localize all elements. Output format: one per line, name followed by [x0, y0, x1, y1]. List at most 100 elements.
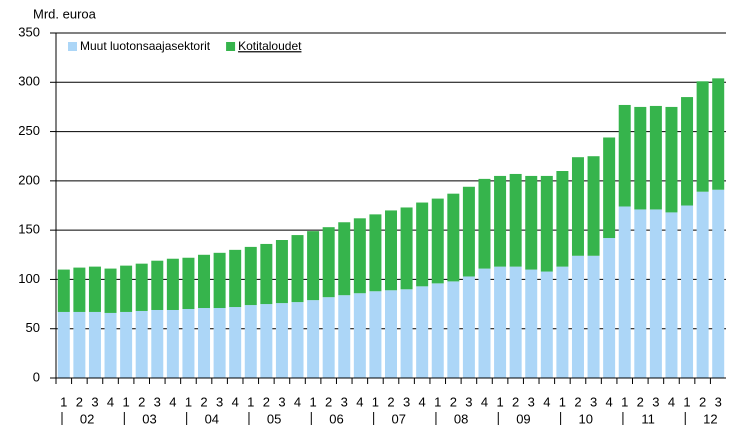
bar-segment	[587, 156, 600, 256]
legend-label: Muut luotonsaajasektorit	[80, 39, 211, 53]
y-tick-label: 200	[18, 172, 40, 187]
x-tick-label: 3	[465, 394, 472, 409]
y-tick-label: 300	[18, 74, 40, 89]
y-tick-label: 150	[18, 222, 40, 237]
x-tick-label: 2	[512, 394, 519, 409]
x-tick-label: 2	[637, 394, 644, 409]
bar-segment	[649, 209, 662, 378]
bar-segment	[587, 255, 600, 378]
x-tick-label: 4	[294, 394, 301, 409]
x-tick-label: 2	[450, 394, 457, 409]
x-tick-label: 1	[60, 394, 67, 409]
bar-segment	[712, 189, 725, 378]
x-tick-label: 4	[169, 394, 176, 409]
bar-segment	[665, 106, 678, 213]
x-tick-label: 1	[496, 394, 503, 409]
bar-segment	[104, 268, 117, 313]
bar-segment	[213, 308, 226, 378]
x-tick-label: 4	[419, 394, 426, 409]
bar-segment	[447, 193, 460, 282]
bar-segment	[431, 198, 444, 284]
bar-segment	[509, 266, 522, 378]
bar-segment	[556, 266, 569, 378]
bar-segment	[120, 265, 133, 312]
bar-segment	[244, 246, 257, 306]
bar-segment	[385, 210, 397, 291]
x-tick-label: 4	[668, 394, 675, 409]
bar-segment	[166, 309, 179, 378]
bar-segment	[400, 207, 413, 290]
x-tick-label: 3	[715, 394, 722, 409]
bar-segment	[603, 137, 616, 239]
year-label: 02	[80, 411, 94, 426]
year-label: 04	[205, 411, 219, 426]
bar-segment	[182, 309, 195, 378]
x-tick-label: 3	[403, 394, 410, 409]
x-tick-label: 1	[683, 394, 690, 409]
bar-segment	[151, 260, 164, 310]
bar-segment	[135, 310, 148, 378]
bar-segment	[634, 106, 647, 210]
bar-segment	[275, 303, 288, 378]
x-tick-label: 1	[247, 394, 254, 409]
bar-segment	[665, 212, 678, 378]
bar-segment	[494, 175, 507, 267]
bar-segment	[73, 311, 86, 378]
bar-segment	[462, 186, 475, 277]
bar-segment	[540, 271, 553, 378]
bar-segment	[696, 191, 709, 378]
bar-segment	[198, 308, 211, 378]
y-tick-label: 250	[18, 123, 40, 138]
bar-segment	[260, 304, 273, 378]
bar-segment	[540, 175, 553, 272]
legend-label: Kotitaloudet	[238, 39, 302, 53]
x-tick-label: 2	[200, 394, 207, 409]
bar-segment	[416, 202, 429, 287]
x-tick-label: 3	[154, 394, 161, 409]
bar-segment	[182, 257, 195, 309]
x-tick-label: 4	[606, 394, 613, 409]
bar-segment	[400, 289, 413, 378]
bar-segment	[291, 235, 304, 303]
bar-segment	[571, 157, 584, 256]
x-tick-label: 4	[107, 394, 114, 409]
x-tick-label: 2	[263, 394, 270, 409]
x-tick-label: 2	[76, 394, 83, 409]
year-label: 06	[329, 411, 343, 426]
x-tick-label: 2	[325, 394, 332, 409]
x-tick-label: 1	[309, 394, 316, 409]
bar-segment	[478, 268, 491, 378]
x-tick-label: 2	[387, 394, 394, 409]
year-label: 10	[579, 411, 593, 426]
bar-segment	[104, 312, 117, 378]
x-tick-label: 2	[699, 394, 706, 409]
year-label: 07	[392, 411, 406, 426]
bar-segment	[275, 240, 288, 304]
bar-segment	[525, 175, 538, 270]
bar-segment	[416, 286, 429, 378]
bar-segment	[213, 252, 226, 309]
x-tick-label: 2	[574, 394, 581, 409]
bar-segment	[151, 309, 164, 378]
bar-segment	[88, 266, 101, 312]
bar-segment	[696, 81, 709, 192]
year-label: 03	[142, 411, 156, 426]
x-tick-label: 3	[652, 394, 659, 409]
x-tick-label: 3	[278, 394, 285, 409]
x-tick-label: 3	[216, 394, 223, 409]
bar-segment	[244, 305, 257, 378]
bar-segment	[353, 218, 366, 294]
bar-segment	[681, 97, 694, 206]
bar-segment	[618, 104, 631, 207]
bar-segment	[229, 307, 242, 378]
bar-segment	[307, 231, 320, 301]
bar-segment	[509, 173, 522, 267]
x-tick-label: 4	[232, 394, 239, 409]
bar-segment	[353, 293, 366, 378]
bar-segment	[385, 290, 397, 378]
bar-segment	[166, 258, 179, 310]
bar-segment	[260, 243, 273, 305]
year-label: 08	[454, 411, 468, 426]
bar-segment	[307, 300, 320, 378]
bar-segment	[120, 311, 133, 378]
